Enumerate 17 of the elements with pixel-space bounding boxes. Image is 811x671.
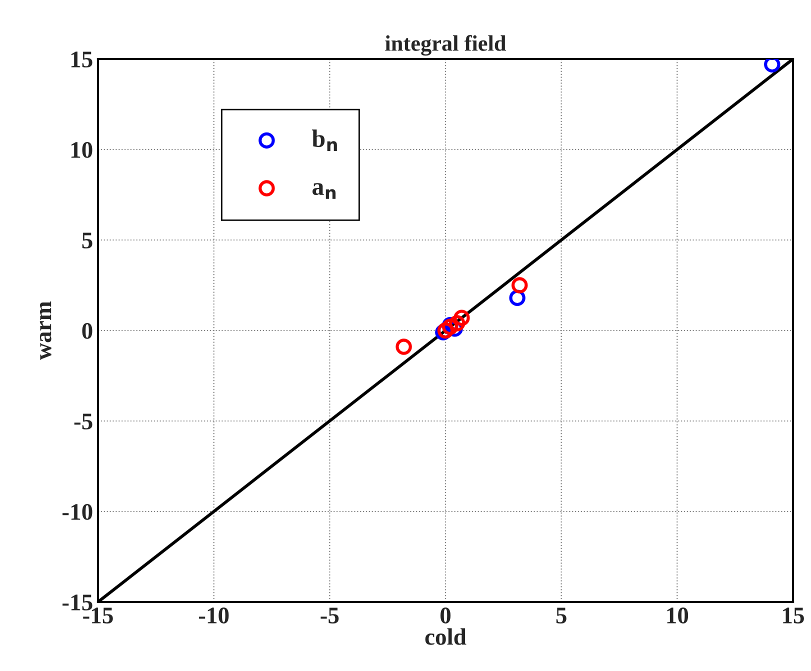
- y-tick-label: 10: [71, 142, 92, 158]
- legend-label: b$_{n}$: [312, 130, 337, 151]
- y-tick-label: -10: [62, 504, 92, 520]
- chart-title: integral field: [385, 35, 506, 56]
- x-tick-label: 0: [440, 608, 451, 624]
- y-tick-label: 0: [82, 322, 92, 339]
- y-axis-title: warm: [40, 301, 52, 360]
- y-tick-label: 5: [82, 232, 92, 248]
- legend-label: a$_{n}$: [312, 183, 336, 199]
- y-tick-label: 15: [71, 52, 92, 68]
- x-tick-label: -5: [320, 608, 339, 624]
- x-tick-label: 5: [556, 608, 566, 624]
- x-axis-title: cold: [425, 628, 466, 645]
- x-tick-label: -10: [198, 608, 229, 624]
- x-tick-label: 10: [667, 608, 688, 624]
- x-tick-label: 15: [783, 608, 804, 624]
- y-tick-label: -5: [74, 414, 92, 430]
